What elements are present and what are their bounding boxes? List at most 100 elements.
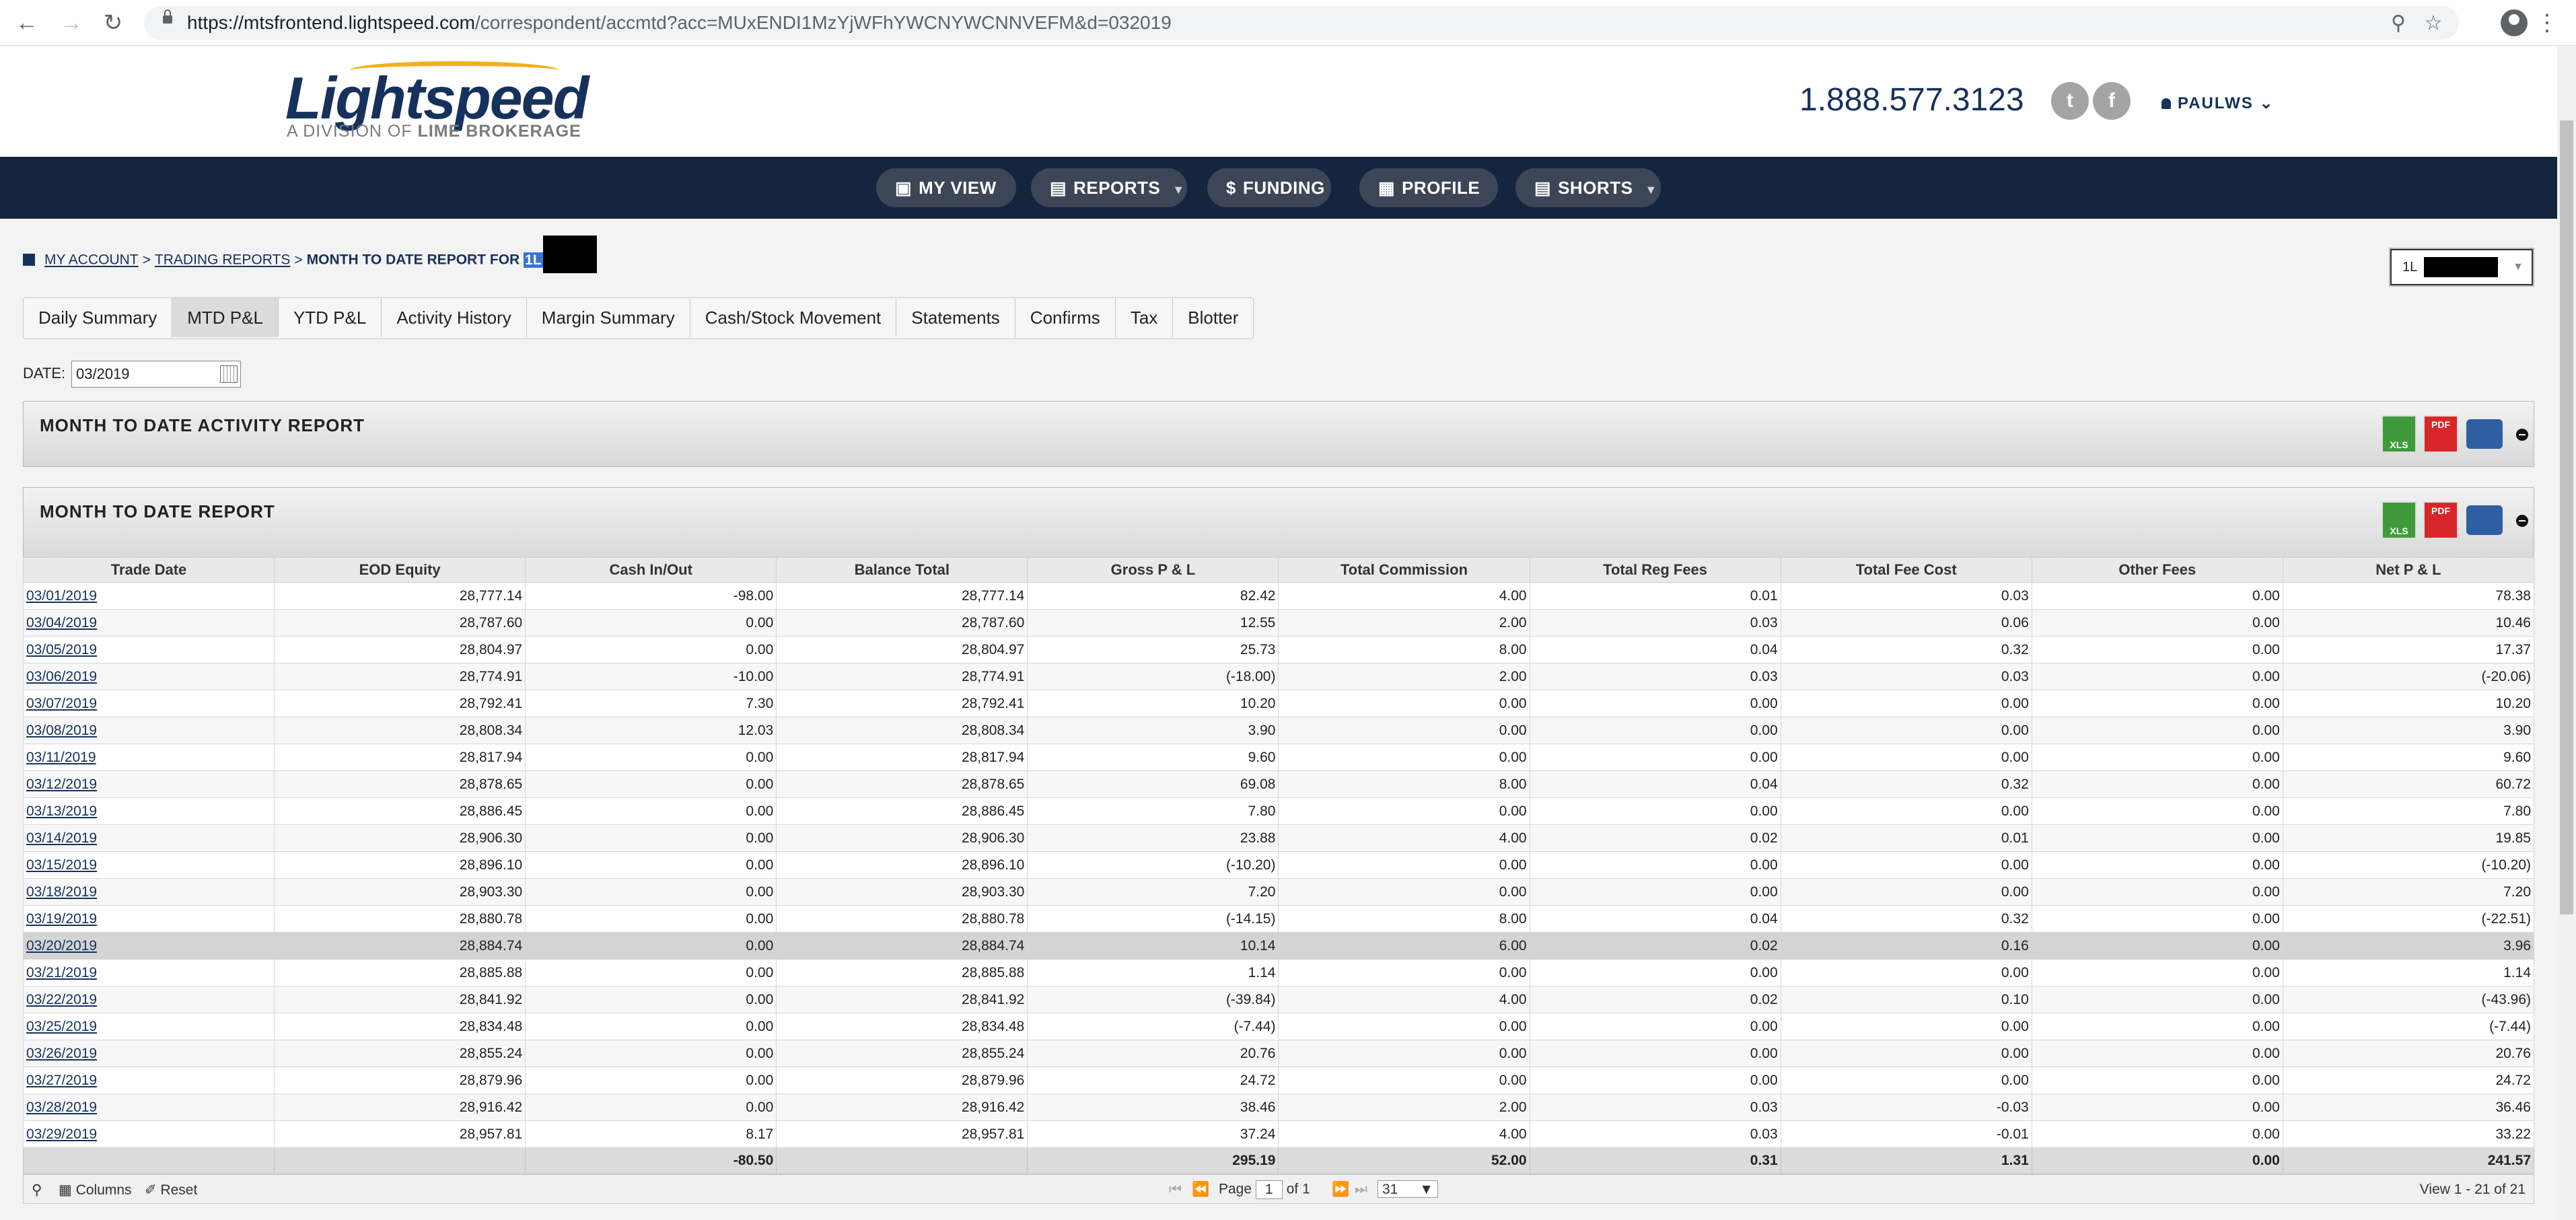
calendar-icon[interactable] [220,365,238,383]
back-icon[interactable]: ← [15,10,38,36]
tab-cash-stock-movement[interactable]: Cash/Stock Movement [690,298,897,337]
column-header[interactable]: Total Fee Cost [1780,557,2032,583]
trade-date-link[interactable]: 03/14/2019 [26,830,98,846]
column-header[interactable]: Balance Total [776,557,1028,583]
account-select[interactable]: 1L ▼ [2390,249,2533,285]
scrollbar-thumb[interactable] [2560,120,2573,914]
first-page-icon[interactable]: ⏮ [1169,1182,1182,1197]
tab-activity-history[interactable]: Activity History [382,298,527,337]
table-row[interactable]: 03/18/2019 28,903.30 0.00 28,903.30 7.20 0.00… [22,878,2535,906]
trade-date-link[interactable]: 03/20/2019 [26,937,98,954]
tab-tax[interactable]: Tax [1116,298,1174,337]
column-header[interactable]: Other Fees [2031,557,2283,583]
table-row[interactable]: 03/13/2019 28,886.45 0.00 28,886.45 7.80 0.00… [22,797,2535,825]
trade-date-link[interactable]: 03/25/2019 [26,1018,98,1034]
table-row[interactable]: 03/05/2019 28,804.97 0.00 28,804.97 25.73 8.0… [22,636,2535,663]
trade-date-link[interactable]: 03/11/2019 [26,749,96,765]
table-row[interactable]: 03/06/2019 28,774.91 -10.00 28,774.91 (-18.0… [22,663,2535,690]
table-row[interactable]: 03/26/2019 28,855.24 0.00 28,855.24 20.76 0.0… [22,1040,2535,1067]
collapse-icon[interactable] [2516,429,2528,441]
tab-mtd-pl[interactable]: MTD P&L [172,298,279,337]
table-row[interactable]: 03/01/2019 28,777.14 -98.00 28,777.14 82.42 4… [22,582,2535,610]
print-icon[interactable] [2466,505,2503,535]
rows-per-page-select[interactable]: 31 ▼ [1378,1180,1438,1198]
search-icon[interactable]: ⚲ [32,1182,42,1198]
breadcrumb-my-account[interactable]: MY ACCOUNT [44,252,139,268]
pdf-export-icon[interactable]: PDF [2423,415,2458,453]
trade-date-link[interactable]: 03/27/2019 [26,1072,98,1088]
table-row[interactable]: 03/11/2019 28,817.94 0.00 28,817.94 9.60 0.00… [22,744,2535,771]
zoom-icon[interactable]: ⚲ [2391,12,2406,34]
tab-confirms[interactable]: Confirms [1015,298,1116,337]
tab-statements[interactable]: Statements [896,298,1015,337]
column-header[interactable]: Gross P & L [1027,557,1279,583]
print-icon[interactable] [2466,419,2503,449]
lightspeed-logo[interactable]: Lightspeed [285,65,589,131]
trade-date-link[interactable]: 03/06/2019 [26,668,98,684]
pdf-export-icon[interactable]: PDF [2423,501,2458,539]
table-row[interactable]: 03/22/2019 28,841.92 0.00 28,841.92 (-39.84)… [22,986,2535,1013]
table-row[interactable]: 03/21/2019 28,885.88 0.00 28,885.88 1.14 0.00… [22,959,2535,986]
date-input[interactable]: 03/2019 [71,361,241,388]
xls-export-icon[interactable]: XLS [2382,415,2417,453]
save-icon[interactable] [23,253,35,266]
trade-date-link[interactable]: 03/12/2019 [26,776,98,792]
page-scrollbar[interactable] [2557,46,2576,1220]
reset-button[interactable]: ✐ Reset [145,1182,198,1198]
tab-daily-summary[interactable]: Daily Summary [24,298,173,337]
table-row[interactable]: 03/08/2019 28,808.34 12.03 28,808.34 3.90 0.0… [22,717,2535,744]
star-icon[interactable]: ☆ [2424,12,2443,34]
trade-date-link[interactable]: 03/15/2019 [26,857,98,873]
nav-my-view[interactable]: ▣ MY VIEW [876,168,1016,207]
nav-reports[interactable]: ▤ REPORTS ▼ [1031,168,1187,207]
column-header[interactable]: Net P & L [2282,557,2535,583]
nav-funding[interactable]: $ FUNDING [1207,168,1331,207]
trade-date-link[interactable]: 03/05/2019 [26,641,98,657]
address-bar[interactable]: https://mtsfrontend.lightspeed.com/corre… [144,6,2459,40]
facebook-icon[interactable]: f [2093,82,2131,120]
column-header[interactable]: Total Commission [1278,557,1530,583]
table-row[interactable]: 03/25/2019 28,834.48 0.00 28,834.48 (-7.44) 0… [22,1013,2535,1040]
trade-date-link[interactable]: 03/29/2019 [26,1126,98,1142]
trade-date-link[interactable]: 03/19/2019 [26,910,98,927]
table-row[interactable]: 03/12/2019 28,878.65 0.00 28,878.65 69.08 8.0… [22,770,2535,798]
trade-date-link[interactable]: 03/07/2019 [26,695,98,711]
prev-page-icon[interactable]: ⏪ [1192,1182,1210,1197]
collapse-icon[interactable] [2516,515,2528,527]
trade-date-link[interactable]: 03/04/2019 [26,614,98,631]
tab-blotter[interactable]: Blotter [1188,308,1239,328]
next-page-icon[interactable]: ⏩ [1332,1182,1350,1197]
last-page-icon[interactable]: ⏭ [1355,1182,1367,1197]
trade-date-link[interactable]: 03/22/2019 [26,991,98,1007]
column-header[interactable]: Trade Date [22,557,275,583]
page-input[interactable]: 1 [1255,1180,1283,1199]
trade-date-link[interactable]: 03/21/2019 [26,964,98,980]
table-row[interactable]: 03/14/2019 28,906.30 0.00 28,906.30 23.88 4.0… [22,824,2535,852]
trade-date-link[interactable]: 03/08/2019 [26,722,98,738]
profile-avatar-icon[interactable] [2501,9,2528,36]
column-header[interactable]: Cash In/Out [525,557,777,583]
menu-kebab-icon[interactable]: ⋮ [2536,10,2559,36]
column-header[interactable]: EOD Equity [274,557,526,583]
nav-shorts[interactable]: ▤ SHORTS ▼ [1515,168,1661,207]
table-row[interactable]: 03/15/2019 28,896.10 0.00 28,896.10 (-10.20)… [22,851,2535,879]
trade-date-link[interactable]: 03/26/2019 [26,1045,98,1061]
columns-button[interactable]: ▦ Columns [59,1182,132,1198]
trade-date-link[interactable]: 03/13/2019 [26,803,98,819]
tab-ytd-pl[interactable]: YTD P&L [279,298,382,337]
table-row[interactable]: 03/07/2019 28,792.41 7.30 28,792.41 10.20 0.0… [22,690,2535,717]
table-row[interactable]: 03/28/2019 28,916.42 0.00 28,916.42 38.46 2.0… [22,1093,2535,1121]
table-row[interactable]: 03/19/2019 28,880.78 0.00 28,880.78 (-14.15)… [22,905,2535,933]
twitter-icon[interactable]: t [2051,82,2089,120]
tab-margin-summary[interactable]: Margin Summary [527,298,690,337]
column-header[interactable]: Total Reg Fees [1529,557,1781,583]
table-row[interactable]: 03/04/2019 28,787.60 0.00 28,787.60 12.55 2.0… [22,609,2535,637]
table-row[interactable]: 03/27/2019 28,879.96 0.00 28,879.96 24.72 0.0… [22,1067,2535,1094]
xls-export-icon[interactable]: XLS [2382,501,2417,539]
forward-icon[interactable]: → [60,10,83,36]
url-text[interactable]: https://mtsfrontend.lightspeed.com/corre… [187,12,1172,33]
nav-profile[interactable]: ▦ PROFILE [1359,168,1498,207]
trade-date-link[interactable]: 03/01/2019 [26,587,98,604]
table-row[interactable]: 03/29/2019 28,957.81 8.17 28,957.81 37.24 4.0… [22,1120,2535,1148]
reload-icon[interactable]: ↻ [103,10,123,36]
